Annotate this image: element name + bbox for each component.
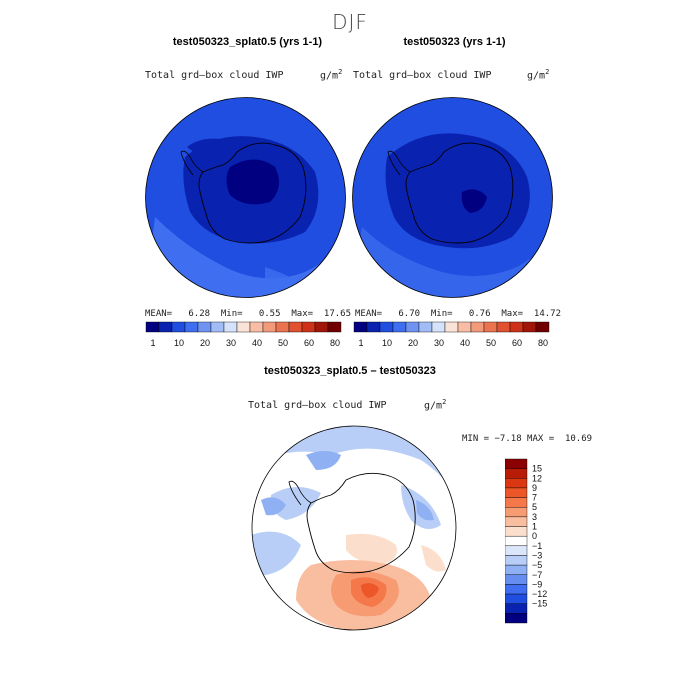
colorbar-diff-swatch [505,574,528,585]
colorbar-top: 1 10 20 30 40 50 60 80 1 10 20 30 40 50 60 80 [145,321,550,348]
colorbar-diff-swatch [505,555,528,566]
colorbar-top-left-swatch [262,321,277,333]
colorbar-diff-swatch [505,458,528,469]
colorbar-top-left-swatch [171,321,186,333]
colorbar-diff-swatch [505,526,528,537]
map-diff-panel [251,425,457,631]
colorbar-diff-swatch [505,535,528,547]
panel-right-stats: MEAN= 6.70 Min= 0.76 Max= 14.72 [355,309,561,319]
colorbar-top-left-swatch [223,321,238,333]
colorbar-top-left-tick-label: 60 [304,338,314,348]
colorbar-top-right-swatch [509,321,524,333]
colorbar-diff-swatch [505,497,528,508]
colorbar-diff-tick-label: −7 [532,570,542,580]
colorbar-diff-swatch [505,564,528,575]
colorbar-top-right-tick-label: 10 [382,338,392,348]
colorbar-top-right-swatch [496,321,511,333]
colorbar-top-left-swatch [288,321,303,333]
colorbar-diff-swatch [505,584,528,595]
panel-left-stats: MEAN= 6.28 Min= 0.55 Max= 17.65 [145,309,351,319]
colorbar-top-right-swatch [457,321,472,333]
colorbar-diff-swatch [505,603,528,614]
colorbar-diff-swatch [505,487,528,498]
diff-panel-units: g/m2 [424,398,447,412]
diff-panel-variable: Total grd–box cloud IWP [248,400,387,411]
colorbar-diff-tick-label: 7 [532,493,537,503]
colorbar-diff-tick-label: 1 [532,522,537,532]
colorbar-diff-tick-label: 12 [532,473,542,483]
colorbar-top-right-tick-label: 40 [460,338,470,348]
colorbar-top-left-swatch [145,321,160,333]
colorbar-top-left-tick-label: 80 [330,338,340,348]
map-panel-right [352,97,553,298]
colorbar-diff-swatch [505,468,528,479]
colorbar-top-right-swatch [418,321,433,333]
colorbar-top-left-tick-label: 50 [278,338,288,348]
colorbar-top-right-swatch [431,321,446,333]
colorbar-diff-tick-label: 9 [532,483,537,493]
colorbar-top-left-swatch [301,321,316,333]
colorbar-top-right-tick-label: 20 [408,338,418,348]
colorbar-top-right-swatch [483,321,498,333]
colorbar-top-left-swatch [158,321,173,333]
colorbar-top-right-tick-label: 50 [486,338,496,348]
colorbar-top-left-swatch [210,321,225,333]
colorbar-top-right-swatch [366,321,381,333]
colorbar-top-left-swatch [275,321,290,333]
diff-panel-title: test050323_splat0.5 – test050323 [264,365,436,377]
colorbar-diff-tick-label: −3 [532,550,542,560]
panel-right-units: g/m2 [527,68,550,82]
colorbar-top-right-swatch [379,321,394,333]
panel-left-units: g/m2 [320,68,343,82]
colorbar-top-left-tick-label: 20 [200,338,210,348]
colorbar-diff-tick-label: 3 [532,512,537,522]
panel-left-variable: Total grd–box cloud IWP [145,70,284,81]
panel-left-title: test050323_splat0.5 (yrs 1-1) [172,36,323,48]
colorbar-top-left-swatch [249,321,264,333]
colorbar-diff-tick-label: 5 [532,502,537,512]
colorbar-top-right-swatch [353,321,368,333]
colorbar-top-left-swatch [314,321,329,333]
diff-panel-stats: MIN = −7.18 MAX = 10.69 [462,434,593,444]
colorbar-top-left-swatch [197,321,212,333]
colorbar-top-right-swatch [535,321,550,333]
colorbar-diff-swatch [505,593,528,604]
map-panel-left [145,97,346,298]
colorbar-top-right-tick-label: 30 [434,338,444,348]
colorbar-diff-tick-label: 15 [532,464,542,474]
colorbar-top-right-swatch [522,321,537,333]
colorbar-top-right-tick-label: 80 [538,338,548,348]
colorbar-top-left-swatch [184,321,199,333]
colorbar-top-left: 1 10 20 30 40 50 60 80 [145,321,342,348]
colorbar-top-left-tick-label: 30 [226,338,236,348]
colorbar-diff-tick-label: −1 [532,541,542,551]
colorbar-diff-tick-label: 0 [532,531,537,541]
colorbar-top-right-swatch [405,321,420,333]
colorbar-top-right-tick-label: 1 [358,338,363,348]
colorbar-diff-swatch [505,478,528,489]
colorbar-top-right-tick-label: 60 [512,338,522,348]
colorbar-top-left-swatch [236,321,251,333]
colorbar-diff-tick-label: −12 [532,589,547,599]
colorbar-diff-swatch [505,516,528,527]
colorbar-top-right: 1 10 20 30 40 50 60 80 [353,321,550,348]
panel-right-title: test050323 (yrs 1-1) [403,36,506,48]
colorbar-top-left-tick-label: 40 [252,338,262,348]
colorbar-diff-tick-label: −5 [532,560,542,570]
colorbar-diff-swatch [505,613,528,624]
season-title: DJF [332,10,368,34]
colorbar-diff-swatch [505,507,528,518]
colorbar-top-right-swatch [392,321,407,333]
colorbar-diff-swatch [505,545,528,556]
colorbar-top-left-tick-label: 1 [150,338,155,348]
colorbar-diff-tick-label: −9 [532,579,542,589]
colorbar-top-left-tick-label: 10 [174,338,184,348]
colorbar-top-left-swatch [327,321,342,333]
colorbar-top-right-swatch [470,321,485,333]
colorbar-diff-tick-label: −15 [532,599,547,609]
panel-right-variable: Total grd–box cloud IWP [353,70,492,81]
colorbar-top-right-swatch [444,321,459,333]
